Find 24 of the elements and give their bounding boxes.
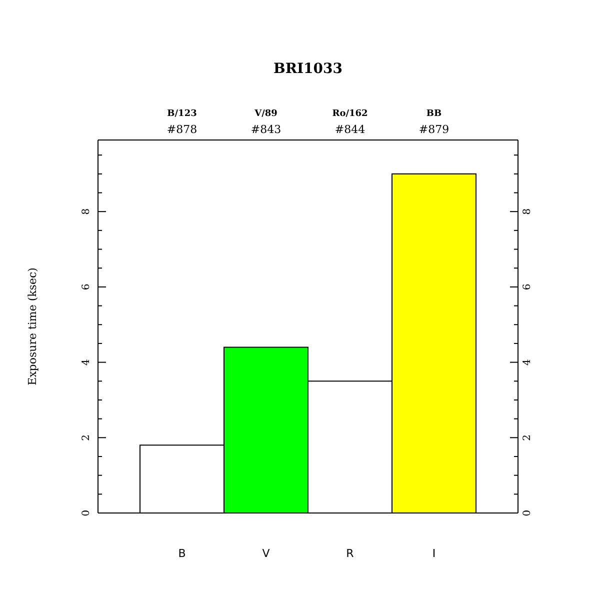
y-axis-title: Exposure time (ksec) [26, 268, 39, 386]
text: #879 [418, 123, 450, 136]
y2-tick-label: 2 [522, 434, 533, 441]
text: Ro/162 [332, 109, 368, 119]
text: B/123 [167, 109, 197, 119]
y2-tick-label: 0 [522, 510, 533, 516]
y-tick-label: 2 [81, 434, 92, 441]
y-tick-label: 0 [81, 510, 92, 516]
y-tick-label: 8 [81, 208, 92, 215]
text: BB [426, 109, 442, 119]
text: #878 [166, 123, 198, 136]
chart-title: BRI1033 [272, 61, 344, 77]
text: #843 [250, 123, 282, 136]
x-tick-label: B [178, 546, 186, 560]
y2-tick-label: 6 [522, 284, 533, 290]
x-tick-label: I [432, 546, 436, 560]
y-tick-label: 6 [81, 284, 92, 290]
y2-tick-label: 8 [522, 208, 533, 215]
text: #844 [334, 123, 366, 136]
y2-tick-label: 4 [522, 359, 533, 366]
text: V/89 [254, 109, 278, 119]
y-tick-label: 4 [81, 359, 92, 366]
x-tick-label: V [262, 546, 270, 560]
x-tick-label: R [346, 546, 354, 560]
